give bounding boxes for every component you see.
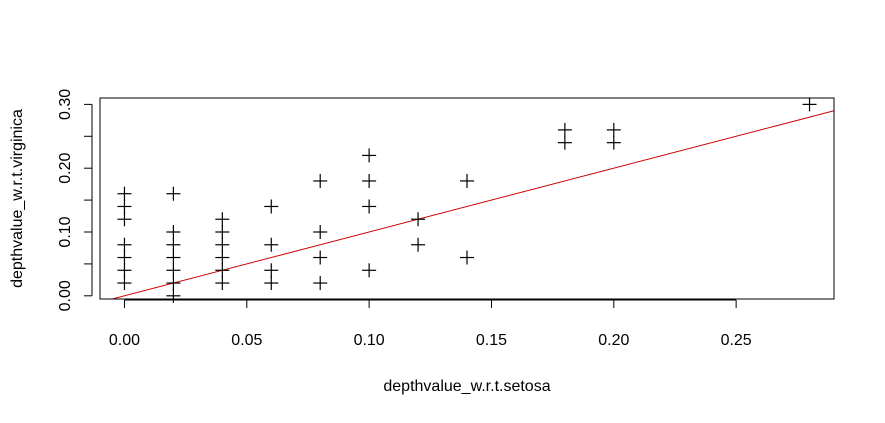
x-tick-label: 0.05: [231, 332, 262, 349]
reference-line: [110, 110, 834, 299]
data-point: [264, 263, 279, 278]
data-point: [411, 212, 426, 227]
data-point: [166, 186, 181, 201]
data-point: [313, 173, 328, 188]
data-point: [802, 97, 817, 112]
data-point: [117, 263, 132, 278]
y-tick-label: 0.20: [57, 153, 74, 184]
y-tick-label: 0.00: [57, 280, 74, 311]
data-point: [166, 225, 181, 239]
data-point: [313, 225, 328, 239]
data-point: [166, 276, 181, 291]
x-axis-title: depthvalue_w.r.t.setosa: [383, 378, 550, 395]
plot-frame: [99, 97, 835, 300]
data-point: [117, 276, 132, 291]
data-point: [362, 199, 377, 214]
data-point: [166, 288, 181, 303]
y-tick-label: 0.10: [57, 216, 74, 247]
data-point: [460, 250, 474, 265]
x-tick-label: 0.00: [109, 332, 140, 349]
data-point: [215, 212, 230, 227]
x-tick-label: 0.20: [598, 332, 629, 349]
data-point: [460, 173, 474, 188]
data-point: [166, 237, 181, 252]
data-point: [215, 276, 230, 291]
data-point: [117, 212, 132, 227]
x-tick-label: 0.25: [721, 332, 752, 349]
data-point: [166, 250, 181, 265]
reference-line-layer: [110, 110, 834, 299]
data-point: [362, 173, 377, 188]
y-axis-title: depthvalue_w.r.t.virginica: [9, 109, 26, 288]
data-point: [557, 122, 572, 137]
x-tick-label: 0.15: [476, 332, 507, 349]
data-point: [606, 122, 621, 137]
data-point: [117, 250, 132, 265]
x-tick-label: 0.10: [354, 332, 385, 349]
data-point: [606, 135, 621, 150]
data-point: [557, 135, 572, 150]
data-point: [313, 276, 328, 291]
points-layer: [117, 97, 817, 303]
data-point: [117, 237, 132, 252]
data-point: [411, 237, 426, 252]
y-axis: 0.00 0.10 0.20 0.30: [57, 89, 93, 311]
data-point: [264, 276, 279, 291]
x-axis: 0.00 0.05 0.10 0.15 0.20 0.25: [109, 299, 752, 349]
data-point: [215, 237, 230, 252]
data-point: [362, 263, 377, 278]
data-point: [117, 199, 132, 214]
data-point: [362, 148, 377, 163]
data-point: [215, 263, 230, 278]
y-tick-label: 0.30: [57, 89, 74, 120]
data-point: [166, 263, 181, 278]
data-point: [313, 250, 328, 265]
data-point: [264, 237, 279, 252]
data-point: [264, 199, 279, 214]
data-point: [215, 250, 230, 265]
data-point: [215, 225, 230, 239]
data-point: [117, 186, 132, 201]
